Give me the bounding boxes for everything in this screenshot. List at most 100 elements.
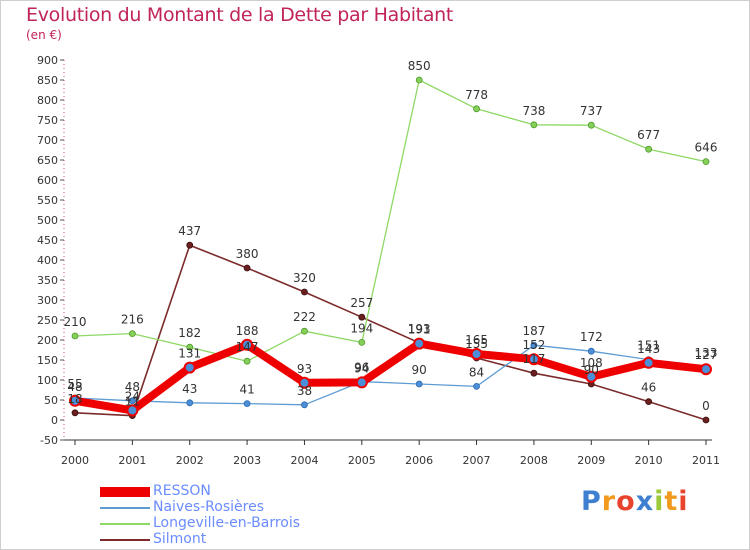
data-point (645, 145, 653, 153)
data-point (301, 288, 308, 296)
data-label: 41 (239, 383, 254, 397)
data-point (358, 313, 366, 321)
y-tick-label: 450 (37, 234, 58, 247)
chart-title: Evolution du Montant de la Dette par Hab… (26, 4, 454, 26)
data-point (530, 121, 538, 129)
data-label: 55 (67, 377, 82, 391)
data-point (473, 105, 480, 113)
y-tick-label: 600 (37, 174, 58, 187)
y-tick-label: 900 (37, 54, 58, 67)
data-point (415, 76, 423, 84)
data-label: 778 (465, 88, 488, 102)
data-point (183, 361, 196, 374)
data-point (587, 347, 595, 355)
data-point (358, 338, 366, 346)
data-label: 210 (64, 315, 87, 329)
logo-letter: i (654, 486, 665, 517)
x-tick-label: 2007 (463, 454, 491, 467)
y-tick-label: 300 (37, 294, 58, 307)
data-label: 737 (580, 104, 603, 118)
data-label: 133 (695, 346, 718, 360)
data-point (700, 363, 712, 376)
x-tick-label: 2005 (348, 454, 376, 467)
data-point (298, 376, 311, 389)
y-tick-label: 100 (37, 374, 58, 387)
data-label: 152 (522, 338, 545, 352)
data-point (126, 404, 139, 417)
data-label: 18 (67, 392, 82, 406)
data-label: 24 (125, 389, 140, 403)
series-line-0 (71, 339, 710, 415)
data-point (186, 343, 194, 351)
data-label: 165 (465, 333, 488, 347)
logo-letter: o (616, 486, 636, 517)
y-tick-label: 650 (37, 154, 58, 167)
data-point (645, 398, 653, 406)
x-tick-label: 2002 (176, 454, 204, 467)
data-label: 437 (178, 224, 201, 238)
legend-swatch-silmont (100, 539, 150, 541)
data-label: 380 (236, 247, 259, 261)
data-point (186, 241, 194, 249)
data-point (128, 330, 136, 338)
data-label: 96 (354, 361, 369, 375)
data-label: 90 (584, 363, 599, 377)
axes: -500501001502002503003504004505005506006… (37, 54, 720, 467)
legend-swatch-naives-rosieres (100, 507, 150, 509)
data-point (587, 121, 595, 129)
data-label: 320 (293, 271, 316, 285)
data-point (585, 370, 598, 383)
y-tick-label: 500 (37, 214, 58, 227)
x-tick-label: 2009 (577, 454, 605, 467)
legend-label-resson: RESSON (153, 483, 211, 499)
legend-label-longeville: Longeville-en-Barrois (153, 515, 301, 531)
y-tick-label: 150 (37, 354, 58, 367)
data-label: 11 (125, 395, 140, 409)
y-tick-label: 50 (44, 394, 58, 407)
data-label: 46 (641, 381, 656, 395)
data-label: 93 (297, 362, 312, 376)
data-label: 131 (178, 347, 201, 361)
data-label: 90 (412, 363, 427, 377)
line-chart: -500501001502002503003504004505005506006… (37, 54, 720, 467)
x-tick-label: 2011 (692, 454, 720, 467)
data-point (415, 380, 423, 388)
legend-label-naives-rosieres: Naives-Rosières (153, 499, 265, 515)
data-label: 194 (350, 321, 373, 335)
y-tick-label: 200 (37, 334, 58, 347)
data-label: 646 (695, 141, 718, 155)
series-line-1 (74, 344, 707, 406)
data-point (301, 327, 308, 335)
data-label: 151 (637, 339, 660, 353)
data-label: 48 (67, 380, 82, 394)
data-label: 117 (522, 352, 545, 366)
legend-swatch-longeville (100, 523, 150, 525)
data-label: 127 (695, 348, 718, 362)
data-point (243, 400, 251, 408)
y-tick-label: 700 (37, 134, 58, 147)
y-tick-label: 400 (37, 254, 58, 267)
data-label: 147 (236, 340, 259, 354)
series-points (69, 76, 712, 424)
y-tick-label: 350 (37, 274, 58, 287)
x-tick-label: 2006 (405, 454, 433, 467)
data-label: 222 (293, 310, 316, 324)
logo-letter: P (581, 486, 602, 517)
data-point (243, 357, 251, 365)
series-line-2 (74, 79, 707, 362)
y-tick-label: 850 (37, 74, 58, 87)
proxiti-logo: Proxiti (581, 486, 689, 517)
data-point (530, 341, 538, 349)
data-label: 182 (178, 326, 201, 340)
data-point (642, 356, 655, 369)
y-tick-label: 800 (37, 94, 58, 107)
logo-letter: i (678, 486, 689, 517)
series-lines (71, 79, 710, 421)
data-point (128, 397, 136, 405)
series-line-3 (74, 244, 707, 421)
chart-subtitle: (en €) (26, 28, 62, 42)
data-label: 84 (469, 365, 484, 379)
x-tick-label: 2008 (520, 454, 548, 467)
data-point (186, 399, 194, 407)
data-label: 155 (465, 337, 488, 351)
